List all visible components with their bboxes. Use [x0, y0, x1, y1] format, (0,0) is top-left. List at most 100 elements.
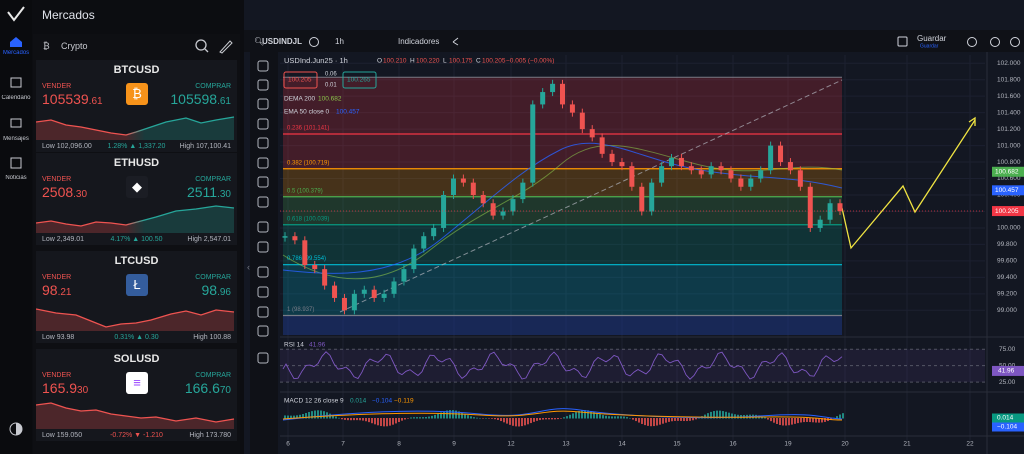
macd-hist	[377, 418, 379, 426]
theme-icon[interactable]	[9, 422, 23, 436]
tab-label[interactable]: Crypto	[61, 41, 88, 51]
tool-icon[interactable]	[257, 266, 269, 278]
x-tick-label: 13	[562, 441, 570, 448]
tool-icon[interactable]	[257, 118, 269, 130]
tool-icon[interactable]	[257, 306, 269, 318]
fib-zone	[283, 264, 842, 316]
candle	[460, 178, 466, 183]
y-tick-label: 99.800	[997, 241, 1017, 248]
macd-hist	[704, 414, 706, 419]
candle	[391, 281, 397, 294]
buy-frac: 70	[219, 385, 231, 396]
calendar-icon[interactable]	[10, 76, 22, 88]
tool-icon[interactable]	[257, 286, 269, 298]
macd-hist	[776, 418, 778, 425]
macd-hist	[479, 417, 481, 419]
macd-hist	[728, 412, 730, 419]
macd-hist	[470, 416, 472, 419]
high-price: High 100.88	[193, 334, 231, 341]
macd-hist	[317, 410, 319, 419]
symbol[interactable]: USDINDJL	[262, 37, 302, 46]
tool-icon[interactable]	[257, 352, 269, 364]
macd-hist	[521, 418, 523, 427]
macd-hist	[662, 418, 664, 424]
macd-hist	[569, 414, 571, 419]
macd-hist	[695, 418, 697, 420]
tool-icon[interactable]	[257, 241, 269, 253]
tool-icon[interactable]	[257, 79, 269, 91]
macd-hist	[311, 411, 313, 419]
x-tick-label: 20	[841, 441, 849, 448]
candle	[599, 137, 605, 154]
macd-hist	[734, 414, 736, 419]
interval[interactable]: 1h	[335, 37, 344, 46]
macd-hist	[806, 418, 808, 422]
tool-icon[interactable]	[257, 325, 269, 337]
ohlc-value: 100.205	[482, 58, 506, 65]
tool-icon[interactable]	[257, 157, 269, 169]
tool-icon[interactable]	[257, 60, 269, 72]
candle	[282, 236, 288, 238]
macd-hist	[656, 418, 658, 426]
sell-main: 105539	[42, 91, 89, 107]
macd-hist	[794, 418, 796, 424]
tool-icon[interactable]	[257, 137, 269, 149]
macd-hist	[578, 410, 580, 419]
indicator-value: 100.457	[336, 109, 360, 116]
y-tick-label: 102.000	[997, 60, 1021, 67]
sell-price: 165.930	[42, 380, 88, 398]
tool-icon[interactable]	[257, 196, 269, 208]
market-card[interactable]: ETHUSD VENDER COMPRAR 2508.30 2511.30 ◆ Low 2,…	[36, 153, 237, 245]
macd-hist	[476, 417, 478, 419]
candle	[778, 145, 784, 163]
news-icon[interactable]	[10, 157, 22, 169]
macd-hist	[599, 414, 601, 419]
tool-icon[interactable]	[257, 176, 269, 188]
x-tick-label: 19	[784, 441, 792, 448]
market-card[interactable]: BTCUSD VENDER COMPRAR 105539.61 105598.61 ₿ Lo…	[36, 60, 237, 152]
candle	[292, 236, 298, 241]
macd-hist	[572, 413, 574, 419]
change: 4.17% ▲ 100.50	[110, 236, 163, 243]
coin-icon: ≡	[126, 372, 148, 394]
macd-hist	[371, 418, 373, 424]
macd-hist	[422, 417, 424, 419]
sell-box[interactable]	[283, 71, 318, 89]
save[interactable]: Guardar	[917, 34, 947, 43]
candle	[827, 203, 833, 220]
buy-box[interactable]	[342, 71, 377, 89]
candle	[698, 170, 704, 175]
macd-hist	[602, 415, 604, 419]
candle	[629, 166, 635, 187]
market-card[interactable]: LTCUSD VENDER COMPRAR 98.21 98.96 Ł Low 93.98 0…	[36, 251, 237, 343]
panel-collapse[interactable]: ‹	[247, 262, 250, 272]
fib-extension	[283, 315, 842, 335]
buy-frac: .30	[217, 189, 231, 200]
rsi-tag-label: 41.96	[998, 368, 1015, 375]
market-card[interactable]: SOLUSD VENDER COMPRAR 165.930 166.670 ≡ Low 15…	[36, 349, 237, 441]
signal-line	[282, 410, 843, 421]
buy-frac: .61	[217, 96, 231, 107]
macd-hist	[365, 418, 367, 422]
indicators[interactable]: Indicadores	[398, 37, 439, 46]
macd-hist	[617, 416, 619, 419]
tool-icon[interactable]	[257, 221, 269, 233]
macd-hist	[782, 418, 784, 426]
macd-hist	[824, 418, 826, 422]
x-tick-label: 12	[507, 441, 515, 448]
candle	[669, 157, 675, 167]
macd-hist	[581, 410, 583, 419]
sell-price: 105539.61	[42, 91, 103, 109]
macd-hist	[614, 416, 616, 419]
tool-icon[interactable]	[257, 98, 269, 110]
macd-hist	[407, 418, 409, 419]
macd-value: −0.119	[394, 398, 414, 405]
buy-price: 2511.30	[187, 184, 231, 202]
home-icon[interactable]	[9, 36, 23, 48]
candle	[431, 227, 437, 237]
macd-hist	[524, 418, 526, 426]
candle	[688, 166, 694, 171]
message-icon[interactable]	[10, 118, 22, 130]
macd-hist	[803, 418, 805, 423]
macd-hist	[380, 418, 382, 427]
